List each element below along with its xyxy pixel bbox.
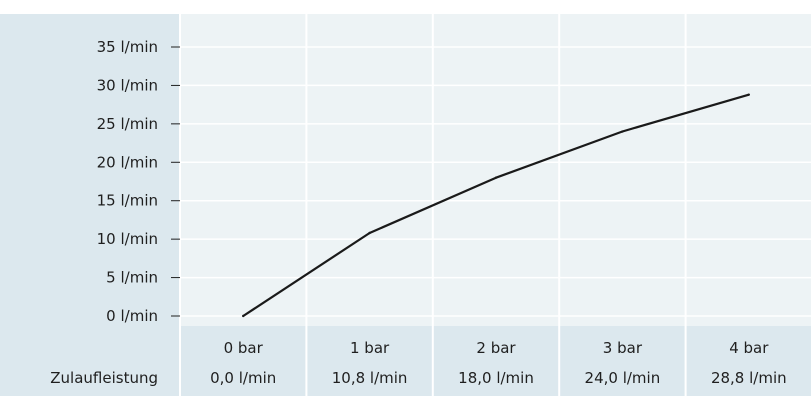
data-point	[368, 231, 371, 235]
y-tick-label: 35 l/min	[97, 38, 158, 56]
y-tick-label: 5 l/min	[106, 269, 158, 287]
x-label-panel	[180, 326, 812, 396]
series-group	[242, 93, 750, 318]
x-value-label: 28,8 l/min	[711, 369, 787, 387]
data-point	[494, 176, 498, 179]
y-tick-label: 10 l/min	[97, 230, 158, 248]
y-tick-label: 0 l/min	[106, 307, 158, 325]
x-value-label: 10,8 l/min	[332, 369, 408, 387]
row-header-label: Zulaufleistung	[50, 369, 158, 387]
y-axis: 0 l/min 5 l/min 10 l/min 15 l/min 20 l/min 25…	[97, 38, 180, 325]
x-value-label: 24,0 l/min	[585, 369, 661, 387]
x-category-label: 0 bar	[224, 339, 264, 357]
data-point	[242, 314, 245, 318]
plot-area	[180, 14, 812, 326]
x-category-label: 4 bar	[729, 339, 769, 357]
y-tick-label: 25 l/min	[97, 115, 158, 133]
y-tick-label: 20 l/min	[97, 153, 158, 171]
x-value-label: 0,0 l/min	[210, 369, 276, 387]
y-tick-label: 15 l/min	[97, 192, 158, 210]
data-point	[747, 93, 750, 96]
x-category-label: 1 bar	[350, 339, 390, 357]
top-band	[0, 0, 812, 14]
y-tick-label: 30 l/min	[97, 76, 158, 94]
x-axis: 0 bar 0,0 l/min 1 bar 10,8 l/min 2 bar 18,0 l…	[210, 339, 787, 387]
x-category-label: 2 bar	[476, 339, 516, 357]
data-point	[621, 130, 624, 133]
x-category-label: 3 bar	[603, 339, 643, 357]
x-value-label: 18,0 l/min	[458, 369, 534, 387]
